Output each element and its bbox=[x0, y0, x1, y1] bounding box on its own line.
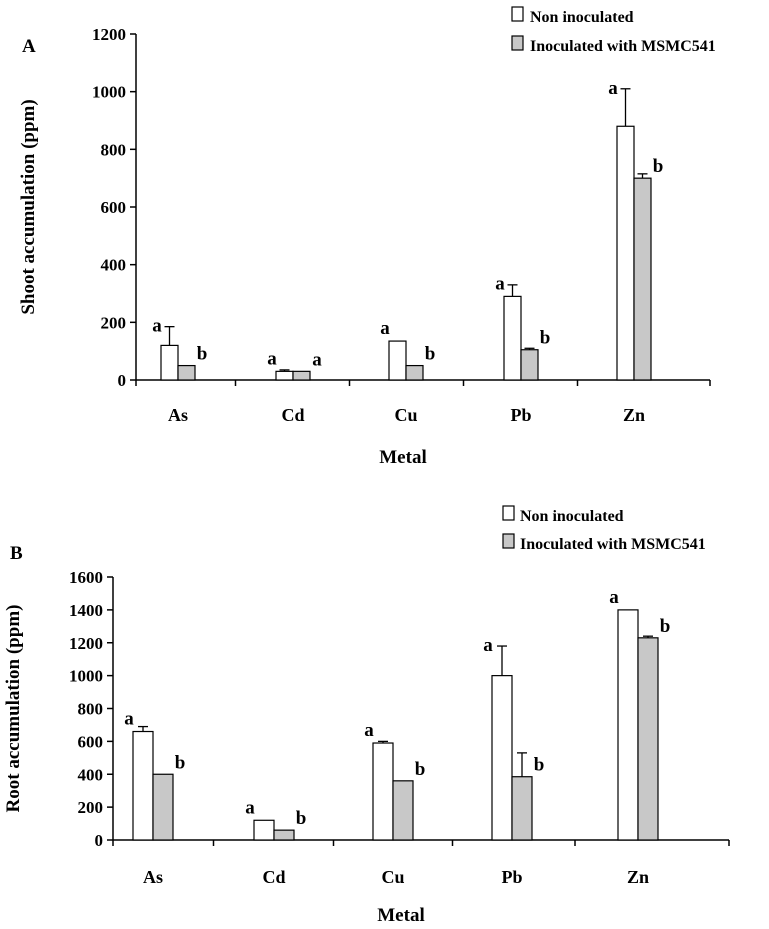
panel-b-significance-letter: a bbox=[364, 720, 374, 741]
panel-b-significance-letter: b bbox=[175, 752, 186, 773]
panel-a-letter: A bbox=[22, 36, 36, 57]
panel-a-bar-non-inoculated bbox=[616, 125, 635, 381]
panel-b-significance-letter: b bbox=[296, 808, 307, 829]
panel-a-category-label: As bbox=[168, 405, 188, 425]
panel-a-x-axis-title: Metal bbox=[379, 447, 426, 468]
panel-a-bar-inoculated bbox=[292, 370, 311, 381]
panel-a-significance-letter: b bbox=[197, 344, 208, 365]
panel-b-significance-letter: b bbox=[660, 616, 671, 637]
panel-b-bar-non-inoculated bbox=[617, 609, 639, 841]
panel-b-legend-label: Non inoculated bbox=[520, 508, 624, 525]
panel-b-y-tick-label: 1000 bbox=[69, 667, 103, 686]
panel-a-y-tick-label: 600 bbox=[101, 198, 127, 217]
panel-a-significance-letter: a bbox=[312, 349, 322, 370]
panel-b-significance-letter: a bbox=[609, 587, 619, 608]
panel-a-category-label: Cd bbox=[281, 405, 304, 425]
panel-b-bar-inoculated bbox=[637, 637, 659, 841]
panel-a-legend-label: Inoculated with MSMC541 bbox=[530, 38, 716, 55]
panel-a-legend-swatch bbox=[511, 6, 524, 22]
panel-a-y-tick-label: 0 bbox=[118, 371, 127, 390]
panel-a-y-tick-label: 400 bbox=[101, 256, 127, 275]
panel-b-bar-inoculated bbox=[273, 829, 295, 841]
panel-b-category-label: Pb bbox=[501, 867, 522, 887]
panel-a-bar-non-inoculated bbox=[160, 344, 179, 381]
panel-a-bar-inoculated bbox=[177, 364, 196, 381]
panel-a-significance-letter: a bbox=[152, 316, 162, 337]
panel-b-y-axis-title: Root accumulation (ppm) bbox=[3, 605, 24, 813]
panel-b-legend-swatch bbox=[502, 533, 515, 549]
panel-b-bar-inoculated bbox=[392, 780, 414, 841]
panel-a-bar-non-inoculated bbox=[388, 340, 407, 381]
panel-b-bar-non-inoculated bbox=[253, 819, 275, 841]
panel-a-y-tick-label: 1200 bbox=[92, 25, 126, 44]
panel-a-y-axis-title: Shoot accumulation (ppm) bbox=[18, 99, 39, 314]
panel-b-legend-label: Inoculated with MSMC541 bbox=[520, 536, 706, 553]
panel-b-bar-non-inoculated bbox=[491, 675, 513, 841]
panel-b-category-label: As bbox=[143, 867, 163, 887]
panel-a-bar-inoculated bbox=[633, 177, 652, 381]
panel-a-y-tick-label: 200 bbox=[101, 313, 127, 332]
panel-b-y-tick-label: 400 bbox=[78, 765, 104, 784]
panel-b-y-tick-label: 1200 bbox=[69, 634, 103, 653]
panel-b-category-label: Cu bbox=[381, 867, 404, 887]
panel-b-y-tick-label: 1400 bbox=[69, 601, 103, 620]
panel-b-root-chart: B 0 200 400 600 800 1000 1200 1400 1600 a b As a b Cd a b… bbox=[3, 505, 730, 926]
panel-a-category-label: Cu bbox=[394, 405, 417, 425]
panel-b-y-tick-label: 200 bbox=[78, 798, 104, 817]
panel-b-significance-letter: b bbox=[534, 755, 545, 776]
panel-b-significance-letter: a bbox=[245, 797, 255, 818]
panel-b-legend-swatch bbox=[502, 505, 515, 521]
panel-b-y-tick-label: 800 bbox=[78, 700, 104, 719]
panel-b-significance-letter: a bbox=[483, 635, 493, 656]
panel-b-bar-non-inoculated bbox=[132, 730, 154, 841]
panel-a-significance-letter: a bbox=[495, 273, 505, 294]
panel-b-y-tick-label: 0 bbox=[95, 831, 104, 850]
panel-a-bar-inoculated bbox=[405, 364, 424, 381]
panel-b-bar-inoculated bbox=[152, 773, 174, 841]
panel-a-category-label: Zn bbox=[623, 405, 645, 425]
panel-b-x-axis-title: Metal bbox=[377, 905, 424, 926]
panel-b-y-tick-label: 1600 bbox=[69, 568, 103, 587]
panel-a-bar-non-inoculated bbox=[275, 370, 294, 381]
panel-a-shoot-chart: A 0 200 400 600 800 1000 1200 a b As a a Cd a b Cu a b Pb a b… bbox=[18, 6, 716, 468]
panel-b-category-label: Cd bbox=[262, 867, 285, 887]
panel-b-bar-inoculated bbox=[511, 776, 533, 841]
panel-a-y-tick-label: 800 bbox=[101, 140, 127, 159]
panel-a-significance-letter: b bbox=[540, 328, 551, 349]
panel-a-significance-letter: a bbox=[380, 318, 390, 339]
panel-b-category-label: Zn bbox=[627, 867, 649, 887]
panel-a-significance-letter: b bbox=[425, 344, 436, 365]
panel-a-significance-letter: a bbox=[608, 78, 618, 99]
panel-b-significance-letter: b bbox=[415, 759, 426, 780]
panel-a-legend-swatch bbox=[511, 35, 524, 51]
panel-a-category-label: Pb bbox=[510, 405, 531, 425]
panel-a-bar-inoculated bbox=[520, 349, 539, 381]
panel-b-bar-non-inoculated bbox=[372, 742, 394, 841]
panel-a-significance-letter: b bbox=[653, 156, 664, 177]
panel-b-y-tick-label: 600 bbox=[78, 732, 104, 751]
panel-a-significance-letter: a bbox=[267, 348, 277, 369]
panel-a-legend-label: Non inoculated bbox=[530, 9, 634, 26]
panel-a-bar-non-inoculated bbox=[503, 295, 522, 381]
panel-b-letter: B bbox=[10, 543, 23, 564]
panel-a-y-tick-label: 1000 bbox=[92, 83, 126, 102]
panel-b-significance-letter: a bbox=[124, 709, 134, 730]
